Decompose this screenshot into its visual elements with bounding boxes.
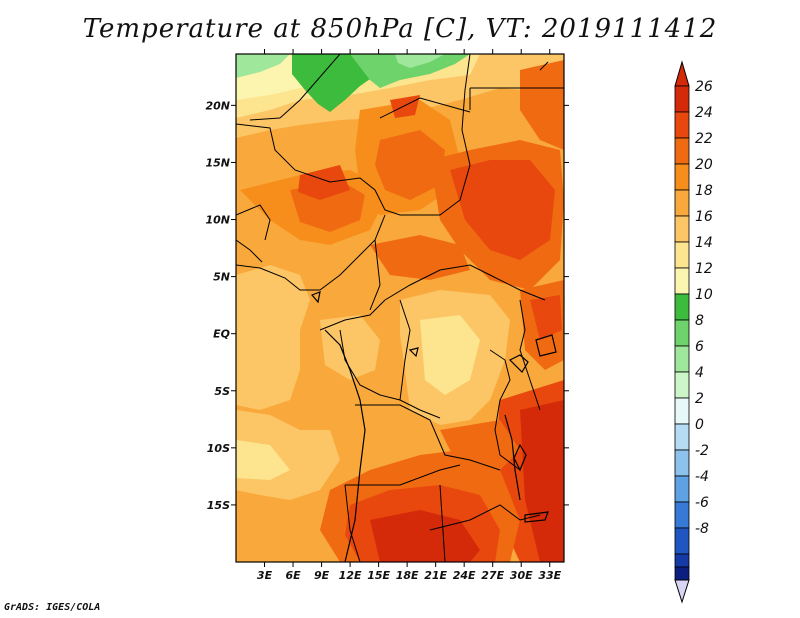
- colorbar-swatch: [674, 501, 690, 529]
- colorbar-label: 10: [695, 287, 713, 303]
- lon-tick-label: 12E: [339, 569, 362, 582]
- colorbar-label: 8: [695, 313, 704, 329]
- colorbar-label: -4: [695, 469, 709, 485]
- colorbar-label: 14: [695, 235, 713, 251]
- coastlines-and-lakes: [310, 291, 557, 562]
- colorbar-swatch: [674, 215, 690, 243]
- lat-tick-label: 5S: [214, 385, 230, 398]
- colorbar-label: 24: [695, 105, 713, 121]
- colorbar-swatch: [674, 319, 690, 347]
- colorbar-swatch: [674, 137, 690, 165]
- lat-tick-label: EQ: [213, 328, 230, 341]
- colorbar-label: 26: [695, 79, 713, 95]
- temperature-field: [236, 54, 564, 562]
- colorbar-swatch: [674, 189, 690, 217]
- colorbar-swatch: [674, 566, 690, 581]
- colorbar-label: 16: [695, 209, 713, 225]
- colorbar-label: 12: [695, 261, 713, 277]
- colorbar-swatch: [674, 397, 690, 425]
- colorbar-swatch: [674, 293, 690, 321]
- colorbar-label: -8: [695, 521, 709, 537]
- colorbar-swatch: [674, 345, 690, 373]
- lon-tick-label: 30E: [510, 569, 533, 582]
- colorbar-bottom-triangle: [674, 579, 690, 604]
- colorbar-swatch: [674, 527, 690, 555]
- map-frame: [235, 53, 565, 563]
- colorbar-swatch: [674, 267, 690, 295]
- lat-tick-label: 15S: [207, 499, 230, 512]
- lon-tick-label: 33E: [538, 569, 561, 582]
- colorbar-swatch: [674, 475, 690, 503]
- colorbar-swatch: [674, 423, 690, 451]
- map-title: Temperature at 850hPa [C], VT: 201911141…: [82, 14, 718, 44]
- map-axes: 20N 15N 10N 5N EQ 5S 10S 15S 3E 6E 9E 12E 15E 18E 21E 2…: [205, 49, 569, 582]
- colorbar-swatch: [674, 163, 690, 191]
- colorbar-label: 18: [695, 183, 713, 199]
- lon-tick-label: 3E: [257, 569, 273, 582]
- colorbar-swatch: [674, 449, 690, 477]
- colorbar-label: 2: [695, 391, 704, 407]
- lon-tick-label: 18E: [396, 569, 419, 582]
- lon-tick-label: 21E: [424, 569, 447, 582]
- colorbar-swatch: [674, 553, 690, 568]
- lon-tick-label: 6E: [285, 569, 301, 582]
- lat-tick-label: 10S: [207, 442, 230, 455]
- lon-tick-label: 24E: [453, 569, 476, 582]
- grads-credit: GrADS: IGES/COLA: [4, 602, 101, 613]
- colorbar-label: 0: [695, 417, 704, 433]
- lat-tick-label: 15N: [205, 156, 230, 169]
- colorbar-top-triangle: [674, 60, 690, 87]
- colorbar-label: -2: [695, 443, 709, 459]
- lon-tick-label: 27E: [481, 569, 504, 582]
- colorbar-swatch: [674, 111, 690, 139]
- lat-tick-label: 20N: [205, 99, 230, 112]
- colorbar-swatch: [674, 241, 690, 269]
- lat-tick-label: 10N: [205, 214, 230, 227]
- colorbar-swatch: [674, 85, 690, 113]
- colorbar-swatch: [674, 371, 690, 399]
- colorbar-label: 4: [695, 365, 704, 381]
- colorbar-label: 6: [695, 339, 704, 355]
- colorbar-label: -6: [695, 495, 709, 511]
- lon-tick-label: 15E: [367, 569, 390, 582]
- country-boundaries: [236, 54, 564, 562]
- lat-tick-label: 5N: [213, 271, 230, 284]
- colorbar-label: 22: [695, 131, 713, 147]
- lon-tick-label: 9E: [314, 569, 330, 582]
- colorbar-label: 20: [695, 157, 713, 173]
